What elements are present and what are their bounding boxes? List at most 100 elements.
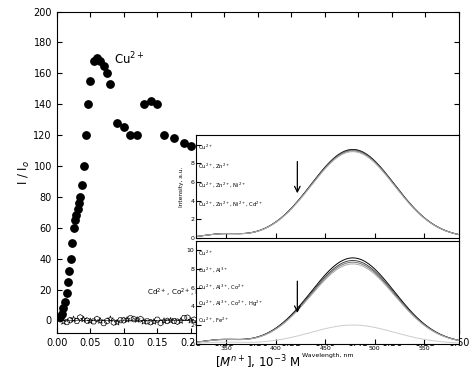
Point — [153, 317, 161, 323]
Text: Cu$^{2+}$, Zn$^{2+}$, Ni$^{2+}$, Cd$^{2+}$: Cu$^{2+}$, Zn$^{2+}$, Ni$^{2+}$, Cd$^{2+… — [198, 199, 263, 207]
Text: Cu$^{2+}$: Cu$^{2+}$ — [198, 248, 213, 258]
Point — [170, 318, 178, 324]
Point — [167, 317, 175, 324]
Point — [90, 58, 97, 64]
Point — [90, 319, 97, 325]
Point — [127, 132, 134, 138]
Point — [241, 319, 248, 325]
Point — [130, 316, 138, 322]
Point — [254, 158, 262, 164]
Point — [117, 317, 124, 324]
Point — [93, 55, 101, 61]
Point — [388, 319, 395, 325]
Point — [230, 317, 238, 323]
Point — [438, 317, 446, 324]
Point — [147, 319, 154, 325]
Point — [63, 289, 70, 296]
X-axis label: $[M^{n+}]$, $10^{-3}$ M: $[M^{n+}]$, $10^{-3}$ M — [215, 353, 300, 371]
Point — [190, 317, 198, 323]
Y-axis label: Intensity, a.u.: Intensity, a.u. — [179, 166, 184, 207]
Point — [274, 320, 282, 326]
Text: Cu$^{2+}$, Al$^{3+}$: Cu$^{2+}$, Al$^{3+}$ — [198, 265, 228, 274]
Point — [87, 78, 94, 84]
Text: Cu$^{2+}$, Fe$^{2+}$: Cu$^{2+}$, Fe$^{2+}$ — [198, 316, 230, 324]
Point — [103, 70, 111, 77]
Point — [140, 319, 148, 325]
Point — [66, 268, 73, 274]
Point — [69, 240, 76, 247]
Point — [70, 316, 77, 322]
Point — [160, 318, 168, 324]
Point — [220, 317, 228, 323]
Point — [56, 314, 64, 320]
Text: Cu$^{2+}$, Al$^{3+}$, Co$^{2+}$: Cu$^{2+}$, Al$^{3+}$, Co$^{2+}$ — [198, 282, 246, 291]
Point — [96, 58, 104, 64]
Point — [77, 194, 84, 200]
Point — [72, 212, 80, 219]
Point — [180, 140, 188, 146]
Point — [157, 320, 165, 326]
Point — [133, 317, 141, 323]
Text: Cu$^{2+}$, Zn$^{2+}$, Ni$^{2+}$: Cu$^{2+}$, Zn$^{2+}$, Ni$^{2+}$ — [198, 180, 246, 189]
Point — [264, 317, 272, 323]
Point — [137, 316, 144, 322]
Point — [106, 81, 114, 87]
Point — [74, 206, 81, 212]
Point — [368, 319, 376, 325]
Point — [170, 135, 178, 141]
Point — [201, 144, 208, 151]
Point — [234, 317, 242, 323]
Point — [71, 217, 79, 223]
Point — [254, 317, 262, 324]
Point — [140, 101, 148, 107]
Point — [214, 143, 221, 149]
Point — [288, 163, 295, 169]
Point — [143, 318, 151, 324]
Point — [291, 320, 298, 326]
Point — [160, 132, 168, 138]
Point — [207, 319, 215, 325]
Point — [66, 317, 74, 323]
Point — [217, 317, 225, 324]
Point — [284, 319, 292, 325]
Point — [56, 316, 64, 322]
Point — [261, 317, 268, 323]
Point — [271, 315, 278, 322]
Point — [67, 255, 75, 262]
Point — [237, 319, 245, 325]
Point — [100, 320, 107, 326]
Text: Cu$^{2+}$: Cu$^{2+}$ — [198, 143, 213, 152]
Point — [93, 316, 101, 322]
Point — [247, 316, 255, 322]
Point — [133, 132, 141, 138]
Point — [61, 299, 69, 305]
Point — [184, 315, 191, 321]
Point — [78, 182, 85, 188]
Point — [87, 318, 94, 324]
Point — [120, 124, 128, 130]
Point — [201, 318, 208, 324]
Point — [187, 317, 194, 324]
Point — [177, 318, 184, 324]
Point — [100, 63, 107, 69]
Point — [197, 319, 205, 325]
Point — [301, 316, 308, 322]
Point — [60, 319, 67, 325]
Point — [180, 315, 188, 321]
Point — [127, 315, 134, 321]
Point — [80, 163, 88, 169]
Point — [164, 318, 171, 324]
Text: Cd$^{2+}$, Co$^{2+}$, Fe$^{3+}$, Hg$^{2+}$, Ni$^{2+}$, Pb$^{2+}$, Zn$^{2+}$, Al$: Cd$^{2+}$, Co$^{2+}$, Fe$^{3+}$, Hg$^{2+… — [147, 286, 328, 299]
Point — [147, 98, 154, 104]
Point — [60, 305, 67, 311]
Point — [227, 315, 235, 322]
Point — [187, 143, 194, 149]
Point — [120, 317, 128, 324]
Point — [244, 318, 252, 324]
Point — [63, 319, 70, 325]
Point — [315, 171, 322, 177]
Point — [278, 316, 285, 322]
Point — [251, 315, 258, 321]
Point — [58, 311, 66, 317]
Y-axis label: I / I$_o$: I / I$_o$ — [17, 160, 32, 185]
